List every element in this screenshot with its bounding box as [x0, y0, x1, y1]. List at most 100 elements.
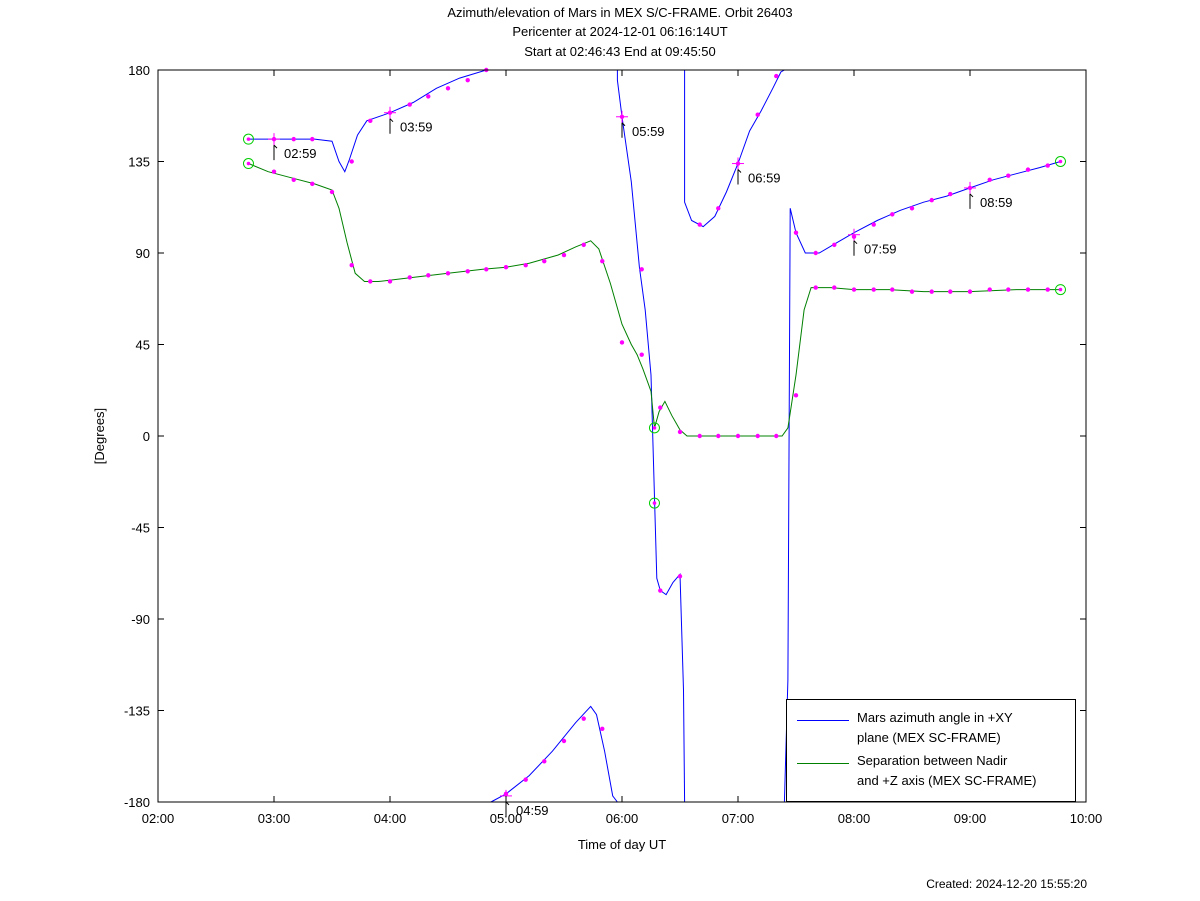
y-tick-label: -180: [124, 795, 150, 810]
chart-title: Azimuth/elevation of Mars in MEX S/C-FRA…: [447, 5, 793, 20]
separation-marker: [639, 352, 644, 357]
separation-marker: [890, 287, 895, 292]
separation-marker: [445, 271, 451, 276]
legend-swatch-azimuth: [797, 720, 849, 721]
y-tick-label: 135: [128, 155, 150, 170]
separation-marker: [291, 177, 296, 182]
x-axis-label: Time of day UT: [578, 837, 666, 852]
azimuth-marker: [1025, 167, 1031, 172]
separation-marker: [832, 285, 837, 290]
time-label: 08:59: [980, 195, 1013, 210]
endpoint-marker: [648, 422, 660, 434]
created-timestamp: Created: 2024-12-20 15:55:20: [926, 877, 1087, 891]
azimuth-marker: [832, 242, 837, 248]
azimuth-marker: [813, 250, 818, 256]
endpoint-marker: [648, 497, 660, 509]
separation-marker: [735, 433, 741, 439]
separation-marker: [948, 289, 953, 294]
separation-marker: [871, 287, 876, 292]
y-tick-label: 90: [136, 246, 150, 261]
separation-marker: [619, 340, 625, 345]
y-tick-label: -135: [124, 704, 150, 719]
x-tick-label: 05:00: [490, 811, 523, 826]
azimuth-marker: [1045, 163, 1050, 168]
endpoint-marker: [242, 158, 254, 170]
azimuth-marker: [291, 136, 296, 142]
axis-layer: 02:00 03:00 04:00 05:00 06:00 07:00 08:00 09:00…: [124, 63, 1102, 826]
y-tick-label: -90: [131, 612, 150, 627]
chart-subtitle-span: Start at 02:46:43 End at 09:45:50: [524, 44, 716, 59]
x-tick-label: 02:00: [142, 811, 175, 826]
y-tick-label: 45: [136, 338, 150, 353]
azimuth-marker: [523, 777, 528, 782]
time-label-pointer-head: [737, 169, 742, 173]
separation-marker: [813, 285, 818, 290]
legend-azimuth-line1: Mars azimuth angle in +XY: [857, 710, 1013, 725]
azimuth-marker: [987, 177, 992, 182]
separation-marker: [310, 181, 315, 187]
endpoint-dot: [652, 501, 657, 505]
time-label: 02:59: [284, 146, 317, 161]
separation-marker: [484, 267, 489, 272]
x-tick-label: 09:00: [954, 811, 987, 826]
azimuth-marker: [793, 230, 799, 235]
azimuth-marker: [600, 726, 605, 731]
separation-marker: [967, 289, 973, 294]
separation-marker: [1045, 287, 1050, 292]
endpoint-dot: [246, 161, 251, 166]
marker-layer: [242, 67, 1066, 802]
x-tick-label: 10:00: [1070, 811, 1103, 826]
time-label-pointer-head: [621, 122, 626, 127]
separation-marker: [1006, 287, 1011, 292]
endpoint-marker: [1054, 156, 1066, 167]
y-axis-label: [Degrees]: [92, 408, 107, 464]
separation-marker: [581, 242, 586, 248]
separation-marker: [271, 169, 277, 174]
azimuth-marker: [407, 102, 412, 107]
x-tick-label: 03:00: [258, 811, 291, 826]
legend-azimuth-line2: plane (MEX SC-FRAME): [857, 730, 1001, 745]
azimuth-marker: [368, 118, 373, 124]
legend-separation-line1: Separation between Nadir: [857, 753, 1008, 768]
separation-marker: [561, 252, 567, 258]
azimuth-marker: [658, 588, 663, 593]
separation-marker: [503, 265, 509, 270]
endpoint-marker: [1054, 284, 1066, 296]
separation-marker: [407, 275, 412, 280]
azimuth-marker: [426, 94, 431, 99]
separation-marker: [658, 405, 663, 410]
time-label-pointer-head: [853, 240, 858, 245]
separation-marker: [542, 258, 547, 264]
separation-marker: [987, 287, 992, 292]
legend: Mars azimuth angle in +XY plane (MEX SC-…: [786, 699, 1076, 802]
separation-marker: [1025, 287, 1031, 292]
azimuth-marker: [948, 191, 953, 197]
separation-marker: [387, 279, 393, 284]
azimuth-marker: [755, 112, 760, 117]
azimuth-marker: [890, 212, 895, 217]
azimuth-marker: [310, 136, 315, 142]
chart-subtitle-pericenter: Pericenter at 2024-12-01 06:16:14UT: [512, 24, 728, 39]
y-tick-label: 180: [128, 63, 150, 78]
separation-marker: [600, 258, 605, 264]
endpoint-dot: [246, 137, 251, 141]
azimuth-marker: [929, 197, 934, 203]
separation-marker: [929, 289, 934, 294]
azimuth-marker: [639, 267, 644, 272]
azimuth-marker: [677, 574, 683, 579]
separation-marker: [465, 269, 470, 274]
separation-marker: [329, 189, 335, 195]
time-label: 07:59: [864, 242, 897, 257]
series-line-1: [248, 163, 1061, 437]
separation-marker: [368, 279, 373, 284]
endpoint-dot: [1058, 159, 1063, 164]
separation-marker: [523, 263, 528, 268]
azimuth-marker: [697, 222, 702, 227]
endpoint-marker: [242, 133, 254, 145]
time-label: 06:59: [748, 171, 781, 186]
azimuth-marker: [542, 759, 547, 764]
separation-marker: [677, 429, 683, 435]
azimuth-marker: [445, 86, 451, 91]
y-tick-label: -45: [131, 521, 150, 536]
